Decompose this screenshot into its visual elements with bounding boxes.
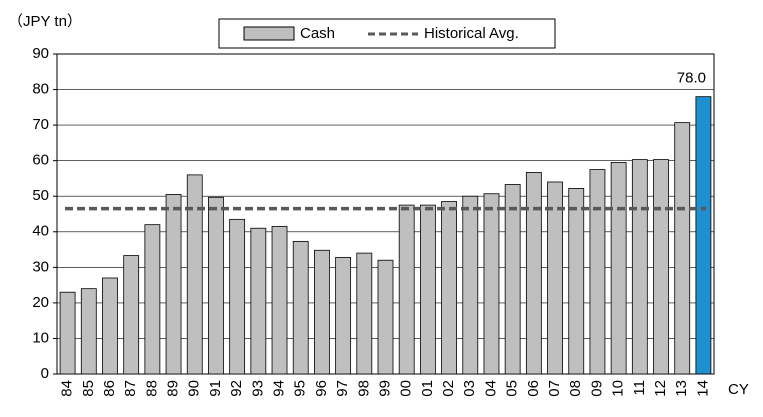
bar [123, 255, 140, 375]
x-tick-label: 01 [419, 380, 436, 397]
bar [547, 181, 563, 375]
x-tick-label: 89 [165, 380, 182, 397]
legend: Cash Historical Avg. [218, 18, 556, 49]
bar [229, 218, 246, 375]
x-tick-label: 85 [80, 380, 97, 397]
x-tick-label: 13 [673, 380, 690, 397]
bar [356, 252, 373, 375]
y-tick-label: 10 [32, 329, 49, 346]
bar [653, 159, 669, 375]
bar [377, 259, 394, 375]
x-tick-label: 02 [440, 380, 457, 397]
bar [504, 184, 521, 375]
bar [165, 194, 182, 375]
legend-label: Historical Avg. [424, 25, 519, 42]
bar [271, 226, 288, 375]
x-axis-label: CY [728, 381, 749, 398]
x-tick-label: 93 [249, 380, 266, 397]
x-tick-label: 07 [546, 380, 563, 397]
data-label: 78.0 [677, 70, 706, 87]
bar [589, 169, 606, 375]
x-tick-label: 90 [186, 380, 203, 397]
y-tick-label: 90 [32, 45, 49, 62]
bar [483, 193, 500, 375]
x-tick-label: 05 [504, 380, 521, 397]
x-tick-label: 06 [525, 380, 542, 397]
y-tick-label: 60 [32, 152, 49, 169]
x-tick-label: 92 [228, 380, 245, 397]
bar [631, 159, 648, 375]
bar [186, 174, 203, 375]
bar [102, 277, 118, 375]
x-tick-label: 95 [292, 380, 309, 397]
bar [610, 162, 627, 375]
bar [695, 96, 712, 375]
bar [335, 256, 352, 375]
x-tick-label: 11 [631, 380, 648, 396]
x-tick-label: 09 [588, 380, 605, 397]
x-tick-label: 96 [313, 380, 330, 397]
y-tick-label: 70 [32, 116, 49, 133]
legend-swatch [243, 26, 295, 41]
bar [525, 171, 542, 375]
x-tick-label: 00 [398, 380, 415, 397]
bar [568, 187, 585, 375]
x-tick-label: 84 [59, 380, 76, 397]
bar [441, 201, 457, 375]
y-tick-label: 0 [41, 365, 49, 382]
x-tick-label: 88 [143, 380, 160, 397]
y-axis-label: （JPY tn） [8, 13, 82, 30]
x-tick-label: 87 [122, 380, 139, 397]
bar [674, 122, 691, 375]
x-tick-label: 04 [482, 380, 499, 397]
bar [314, 249, 330, 375]
bar [208, 196, 224, 375]
x-tick-label: 08 [567, 380, 584, 397]
bar [59, 291, 76, 375]
bar [292, 240, 309, 375]
x-tick-label: 97 [334, 380, 351, 397]
y-tick-label: 50 [32, 187, 49, 204]
x-tick-label: 91 [207, 380, 224, 397]
y-tick-label: 80 [32, 81, 49, 98]
x-tick-label: 14 [694, 380, 711, 397]
y-tick-label: 30 [32, 258, 49, 275]
x-tick-label: 99 [376, 380, 393, 397]
legend-label: Cash [300, 25, 335, 42]
x-tick-label: 86 [101, 380, 118, 397]
bar [419, 204, 436, 375]
x-tick-label: 98 [355, 380, 372, 397]
bar [80, 288, 97, 375]
bar [398, 204, 415, 375]
x-tick-label: 03 [461, 380, 478, 397]
bar [250, 227, 267, 375]
y-tick-label: 40 [32, 223, 49, 240]
bar [144, 224, 161, 375]
x-tick-label: 10 [610, 380, 627, 397]
x-tick-label: 12 [652, 380, 669, 397]
bar [462, 195, 479, 375]
x-tick-label: 94 [271, 380, 288, 397]
y-tick-label: 20 [32, 294, 49, 311]
